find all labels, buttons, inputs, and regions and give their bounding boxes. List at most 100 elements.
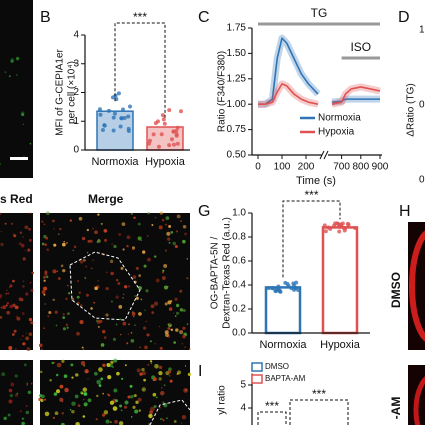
micrograph <box>408 222 425 350</box>
speckle <box>149 360 153 363</box>
speckle <box>22 123 25 125</box>
speckle <box>149 340 152 343</box>
speckle <box>85 293 89 297</box>
speckle <box>67 312 70 316</box>
speckle <box>82 415 86 418</box>
speckle <box>109 400 115 405</box>
speckle <box>29 212 32 214</box>
speckle <box>65 297 68 301</box>
speckle <box>154 255 157 258</box>
y-tick-label: 0. <box>419 175 425 186</box>
speckle <box>138 409 141 412</box>
point-decoration <box>98 112 103 117</box>
speckle <box>54 310 58 314</box>
speckle <box>87 378 89 380</box>
y-axis-label: yl ratio <box>217 385 228 415</box>
legend-label: BAPTA-AM <box>265 374 306 383</box>
speckle <box>174 297 178 301</box>
speckle <box>143 264 147 268</box>
speckle <box>150 304 155 309</box>
speckle <box>136 368 141 373</box>
speckle <box>69 409 72 411</box>
point-decoration <box>97 107 102 112</box>
panel-letter: D <box>398 9 410 26</box>
point-decoration <box>151 132 156 137</box>
speckle <box>141 367 145 372</box>
speckle <box>173 420 177 423</box>
speckle <box>130 212 133 215</box>
speckle <box>16 392 19 395</box>
y-tick-label: 0.4 <box>232 280 246 291</box>
speckle <box>83 392 88 396</box>
y-tick-label: 0.2 <box>232 304 246 315</box>
significance-bracket <box>114 22 166 119</box>
speckle <box>25 410 30 415</box>
speckle <box>75 421 80 425</box>
speckle <box>123 293 125 296</box>
speckle <box>132 275 137 279</box>
speckle <box>52 416 55 419</box>
speckle <box>79 259 84 264</box>
speckle <box>23 363 27 367</box>
speckle <box>0 162 2 165</box>
speckle <box>127 395 131 399</box>
point-decoration <box>102 123 107 128</box>
speckle <box>104 238 108 242</box>
speckle <box>51 361 54 365</box>
speckle <box>109 259 114 264</box>
y-tick-label: 0.8 <box>232 232 246 243</box>
point-decoration <box>146 141 151 146</box>
speckle <box>142 389 145 391</box>
speckle <box>154 301 159 306</box>
speckle <box>39 343 43 348</box>
speckle <box>139 372 143 376</box>
speckle <box>24 225 29 230</box>
y-tick-label: 0.50 <box>227 150 247 161</box>
speckle <box>172 241 176 246</box>
speckle <box>103 228 108 233</box>
speckle <box>79 320 84 325</box>
speckle <box>182 334 186 339</box>
speckle <box>170 230 174 234</box>
y-axis-label: per cell (×10⁴) <box>67 61 78 124</box>
point-decoration <box>162 121 167 126</box>
speckle <box>149 414 152 417</box>
speckle <box>145 289 149 293</box>
speckle <box>163 285 169 290</box>
speckle <box>2 305 7 310</box>
speckle <box>29 142 32 145</box>
speckle <box>166 417 168 419</box>
speckle <box>44 270 48 274</box>
speckle <box>113 244 117 249</box>
x-tick-label: Normoxia <box>91 156 139 168</box>
speckle <box>115 399 118 403</box>
x-tick-label: Normoxia <box>259 339 307 351</box>
point-decoration <box>128 104 133 109</box>
speckle <box>161 387 163 389</box>
speckle <box>82 348 85 350</box>
speckle <box>22 285 25 288</box>
speckle <box>162 401 165 404</box>
cell-ring <box>413 376 425 425</box>
speckle <box>67 292 71 295</box>
speckle <box>152 379 155 381</box>
annotation-label: TG <box>311 6 328 20</box>
speckle <box>92 259 95 262</box>
point-decoration <box>326 225 331 230</box>
speckle <box>76 301 80 305</box>
speckle <box>106 271 108 273</box>
speckle <box>1 372 6 377</box>
speckle <box>110 300 113 303</box>
speckle <box>57 277 61 280</box>
speckle <box>6 289 8 291</box>
speckle <box>115 295 119 299</box>
annotation-bar <box>258 22 380 26</box>
speckle <box>26 382 29 384</box>
speckle <box>154 342 156 345</box>
point-decoration <box>119 116 124 121</box>
speckle <box>77 404 81 407</box>
speckle <box>48 310 52 315</box>
speckle <box>106 362 111 368</box>
speckle <box>124 364 127 367</box>
